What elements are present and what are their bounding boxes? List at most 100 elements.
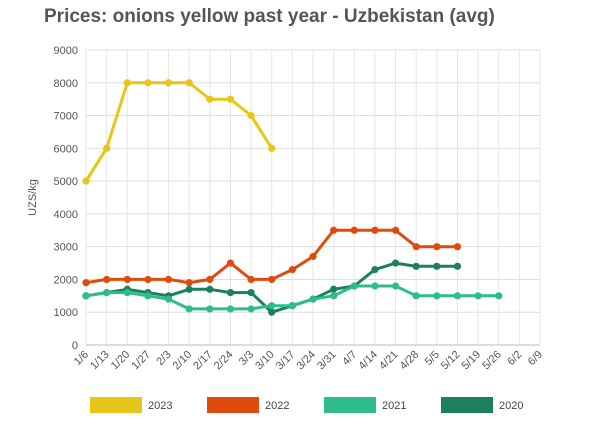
data-point-2023 [82, 177, 90, 185]
data-point-2020 [268, 308, 276, 316]
data-point-2020 [226, 288, 235, 297]
x-tick-label: 3/31 [315, 349, 339, 373]
chart-title: Prices: onions yellow past year - Uzbeki… [44, 6, 495, 27]
data-point-2020 [206, 285, 214, 293]
data-point-2022 [103, 275, 111, 284]
data-point-2022 [309, 252, 317, 261]
data-point-2021 [412, 292, 420, 300]
series-2023 [82, 79, 276, 185]
legend-label-2022: 2022 [265, 400, 289, 412]
legend-label-2021: 2021 [382, 400, 406, 412]
x-tick-label: 3/10 [253, 349, 277, 373]
data-point-2020 [330, 285, 338, 293]
data-point-2023 [268, 144, 276, 152]
data-point-2021 [309, 295, 317, 303]
data-point-2021 [123, 288, 131, 297]
data-point-2021 [247, 305, 255, 313]
legend-item-2021[interactable]: 2021 [324, 397, 406, 413]
x-tick-label: 1/27 [129, 349, 153, 373]
data-point-2021 [144, 292, 152, 300]
legend-item-2023[interactable]: 2023 [90, 397, 172, 413]
x-tick-label: 5/12 [439, 349, 463, 373]
x-tick-label: 5/26 [480, 349, 504, 373]
data-point-2023 [103, 144, 111, 152]
data-point-2023 [226, 95, 235, 103]
x-tick-label: 2/17 [191, 349, 215, 373]
data-point-2022 [330, 226, 338, 234]
data-point-2020 [185, 285, 193, 293]
legend-swatch-2022 [207, 397, 259, 413]
y-axis-label: UZS/kg [27, 179, 39, 216]
data-point-2022 [391, 226, 400, 234]
data-point-2022 [164, 275, 173, 284]
legend-label-2023: 2023 [148, 400, 172, 412]
data-point-2022 [412, 243, 420, 251]
legend-item-2020[interactable]: 2020 [441, 397, 523, 413]
data-point-2023 [144, 79, 152, 87]
legend[interactable]: 2023 2022 2021 2020 [90, 397, 523, 413]
data-point-2021 [350, 282, 358, 290]
x-tick-label: 3/17 [274, 349, 298, 373]
x-tick-label: 1/20 [109, 349, 133, 373]
data-point-2021 [288, 302, 296, 310]
data-point-2022 [268, 275, 276, 284]
data-point-2020 [247, 288, 255, 297]
data-point-2020 [412, 262, 420, 270]
y-tick-label: 3000 [54, 242, 78, 254]
data-point-2023 [123, 79, 131, 87]
data-point-2020 [453, 262, 462, 270]
data-point-2021 [103, 288, 111, 297]
y-tick-label: 7000 [54, 111, 78, 123]
x-tick-label: 2/24 [212, 349, 236, 373]
x-tick-label: 5/19 [460, 349, 484, 373]
data-point-2023 [247, 111, 255, 120]
data-point-2021 [164, 295, 173, 303]
data-point-2022 [453, 243, 462, 251]
series-line-2023 [84, 81, 274, 183]
x-tick-label: 4/21 [377, 349, 401, 373]
y-tick-label: 5000 [54, 176, 78, 188]
x-tick-label: 2/10 [171, 349, 195, 373]
x-tick-label: 4/14 [356, 349, 380, 373]
data-point-2021 [433, 292, 441, 300]
data-point-2022 [82, 279, 90, 287]
x-tick-label: 1/13 [88, 349, 112, 373]
data-point-2021 [495, 292, 503, 300]
data-point-2022 [350, 226, 358, 234]
data-point-2021 [330, 292, 338, 300]
data-point-2020 [391, 259, 400, 267]
data-point-2021 [453, 292, 462, 300]
y-axis-ticks: 0 1000 2000 3000 4000 5000 6000 7000 8000 9000 [54, 45, 78, 352]
series-2022 [82, 226, 462, 287]
data-point-2021 [268, 302, 276, 310]
legend-swatch-2021 [324, 397, 376, 413]
y-tick-label: 2000 [54, 274, 78, 286]
x-tick-label: 3/24 [294, 349, 318, 373]
x-tick-label: 4/28 [398, 349, 422, 373]
data-point-2023 [164, 79, 173, 87]
data-point-2021 [206, 305, 214, 313]
legend-swatch-2020 [441, 397, 493, 413]
data-point-2022 [226, 259, 235, 267]
legend-swatch-2023 [90, 397, 142, 413]
data-point-2023 [206, 95, 214, 103]
data-point-2022 [371, 226, 379, 234]
data-point-2021 [371, 282, 379, 290]
data-point-2022 [288, 266, 296, 274]
data-point-2022 [433, 243, 441, 251]
data-point-2021 [82, 292, 90, 300]
y-tick-label: 4000 [54, 209, 78, 221]
data-point-2020 [371, 266, 379, 274]
data-point-2022 [247, 275, 255, 284]
x-tick-label: 6/2 [505, 349, 524, 368]
y-tick-label: 9000 [54, 45, 78, 57]
y-tick-label: 1000 [54, 307, 78, 319]
data-point-2022 [123, 275, 131, 284]
data-point-2022 [144, 275, 152, 284]
series [82, 79, 503, 316]
data-point-2022 [185, 279, 193, 287]
legend-item-2022[interactable]: 2022 [207, 397, 289, 413]
data-point-2021 [185, 305, 193, 313]
data-point-2020 [433, 262, 441, 270]
